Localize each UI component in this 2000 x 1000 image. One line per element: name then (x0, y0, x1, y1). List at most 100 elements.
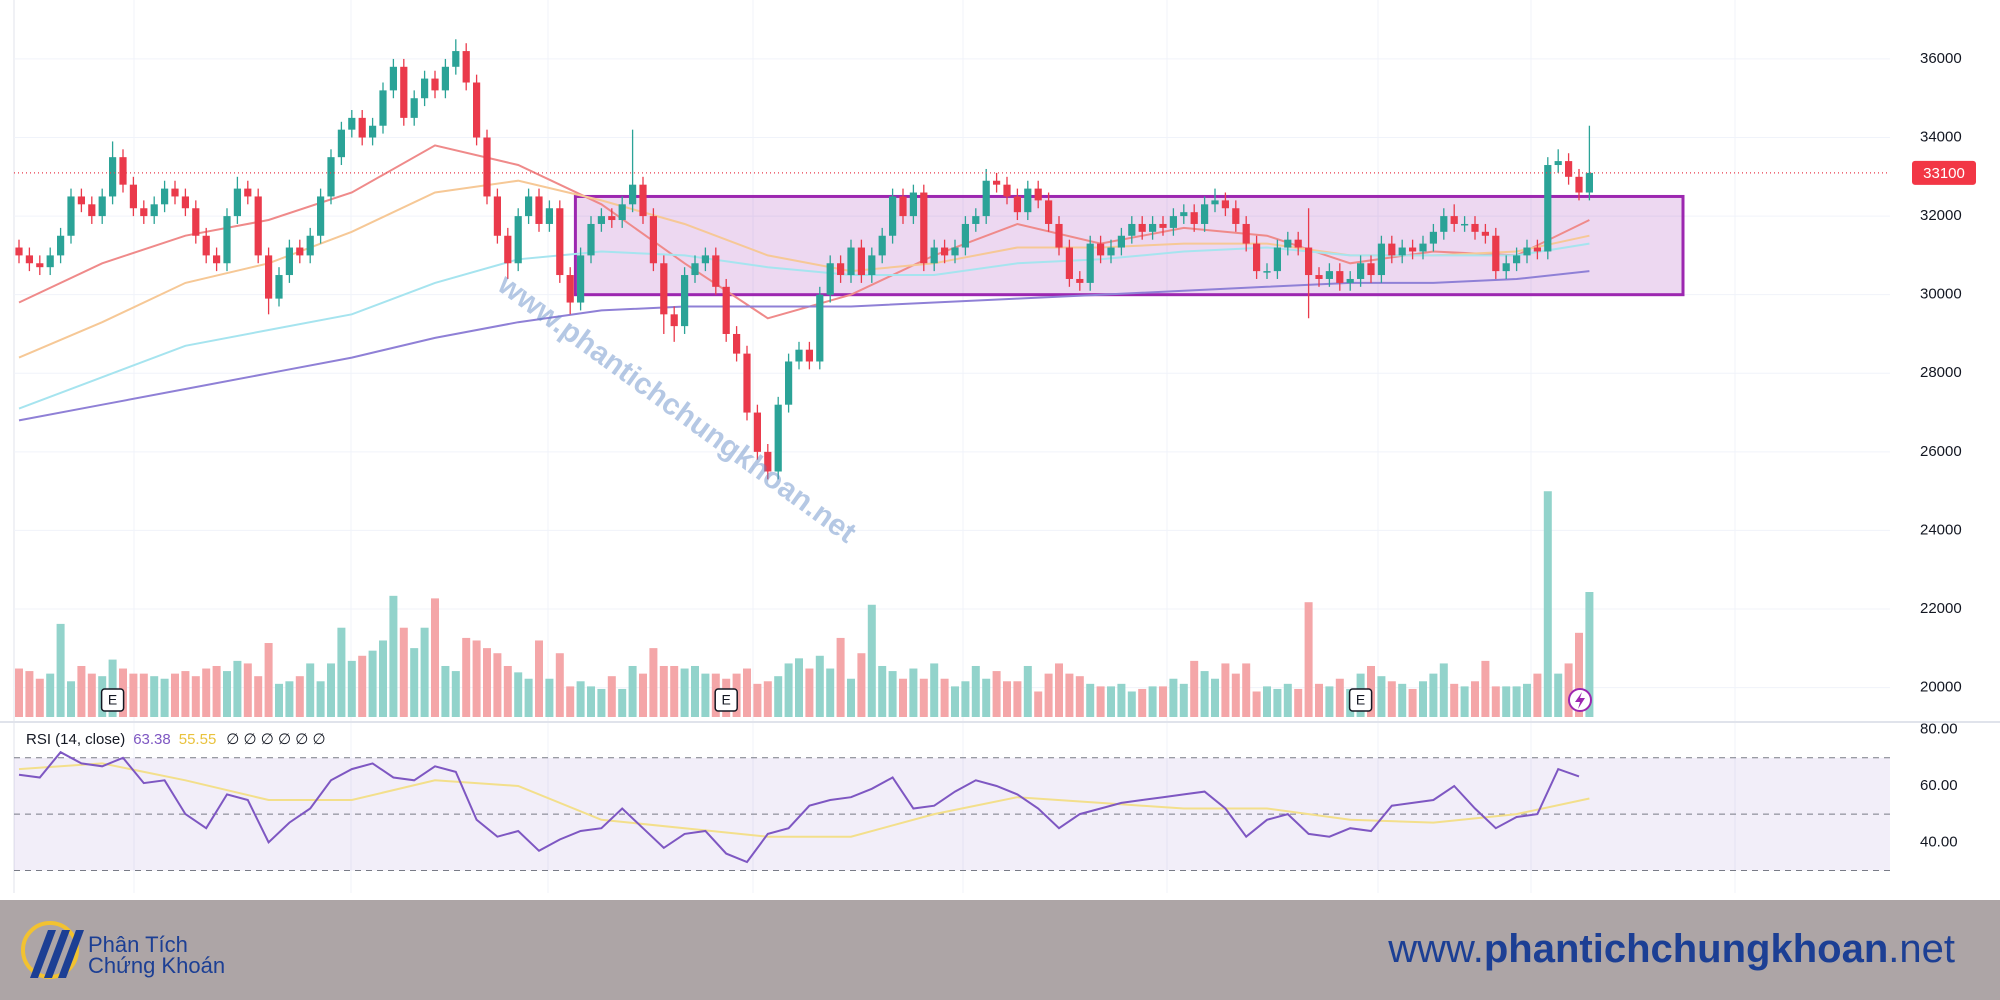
candle-body (431, 78, 439, 91)
candle-body (1575, 176, 1583, 193)
volume-bar (1554, 673, 1563, 717)
volume-bar (1190, 660, 1199, 717)
candle-body (317, 196, 325, 236)
volume-bar (1013, 681, 1022, 717)
candle-body (244, 188, 252, 197)
last-price-tag (1912, 160, 1976, 185)
volume-bar (930, 663, 939, 717)
candle-body (837, 263, 845, 276)
candle-body (1502, 263, 1510, 272)
volume-bar (472, 640, 481, 717)
footer-url: www.phantichchungkhoan.net (1387, 927, 1955, 971)
candle-body (1180, 212, 1188, 217)
candle-body (993, 180, 1001, 185)
volume-bar (1377, 676, 1386, 717)
volume-bar (992, 671, 1001, 717)
volume-bar (327, 663, 335, 717)
volume-bar (337, 627, 346, 717)
candle-body (1221, 200, 1229, 209)
candle-body (1440, 216, 1448, 232)
candle-body (400, 66, 408, 118)
candle-body (556, 208, 564, 276)
volume-bar (1086, 683, 1095, 717)
volume-bar (15, 668, 23, 717)
volume-bar (1242, 663, 1251, 717)
candle-body (275, 275, 283, 299)
volume-bar (899, 678, 907, 717)
volume-bar (462, 637, 471, 717)
candle-body (1398, 247, 1406, 256)
volume-bar (1585, 592, 1594, 717)
candle-body (410, 98, 418, 118)
candle-body (701, 255, 709, 264)
volume-bar (358, 655, 367, 717)
candle-body (1357, 263, 1365, 279)
rsi-tick-label: 80.00 (1920, 721, 1958, 738)
volume-bar (951, 686, 959, 717)
volume-bar (607, 676, 616, 717)
volume-bar (306, 663, 315, 717)
candle-body (1284, 239, 1292, 248)
candle-body (379, 90, 387, 126)
candle-body (25, 255, 33, 264)
candle-body (1045, 200, 1053, 224)
candle-body (587, 223, 595, 256)
volume-bar (743, 668, 751, 717)
candle-body (348, 117, 356, 130)
volume-bar (1148, 686, 1157, 717)
candle-body (712, 255, 720, 287)
volume-bar (1502, 686, 1511, 717)
candle-body (150, 204, 158, 217)
volume-bar (514, 672, 523, 717)
candle-body (493, 196, 501, 236)
candle-body (1211, 200, 1219, 205)
volume-bar (1460, 686, 1469, 717)
volume-bar (1138, 688, 1147, 717)
y-tick-label: 28000 (1920, 364, 1962, 381)
volume-bar (202, 668, 211, 717)
volume-bar (878, 665, 887, 717)
event-marker (100, 688, 125, 712)
candle-body (691, 263, 699, 276)
candle-body (847, 247, 855, 276)
volume-bar (1273, 688, 1282, 717)
volume-bar (1481, 660, 1490, 717)
candle-body (1585, 172, 1593, 193)
logo-line-1: Phân Tích (88, 932, 188, 957)
candle-body (337, 129, 345, 158)
candle-body (452, 51, 460, 67)
volume-bar (1315, 683, 1323, 717)
candle-body (161, 188, 169, 205)
candle-body (525, 196, 533, 217)
volume-bar (1127, 691, 1136, 717)
candle-body (545, 208, 553, 224)
volume-bar (1564, 663, 1573, 717)
volume-bar (1221, 663, 1230, 717)
candle-body (57, 235, 65, 256)
alert-icon (1568, 688, 1592, 712)
volume-bar (1429, 673, 1438, 717)
volume-bar (191, 676, 200, 717)
rsi-extra: ∅ ∅ ∅ ∅ ∅ ∅ (226, 731, 325, 748)
candle-body (1325, 271, 1333, 279)
candle-body (1450, 216, 1458, 224)
volume-bar (316, 681, 325, 717)
rsi-value: 63.38 (133, 731, 171, 748)
candle-body (629, 184, 637, 205)
candle-body (67, 196, 75, 236)
volume-bar (982, 678, 991, 717)
volume-bar (524, 678, 533, 717)
candle-body (649, 216, 657, 264)
y-tick-label: 26000 (1920, 443, 1962, 460)
candle-body (878, 235, 886, 256)
candle-body (223, 216, 231, 264)
volume-bar (649, 648, 658, 717)
volume-bar (431, 598, 439, 717)
volume-bar (1283, 683, 1292, 717)
candle-body (566, 275, 574, 303)
volume-bar (701, 673, 710, 717)
candle-body (1003, 184, 1011, 197)
candle-body (899, 196, 907, 217)
volume-bar (1575, 632, 1583, 717)
alert-icon-bolt (1575, 692, 1585, 709)
